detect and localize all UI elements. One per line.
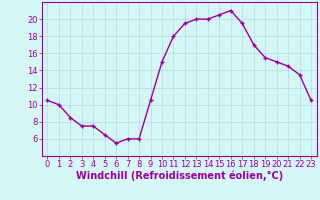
X-axis label: Windchill (Refroidissement éolien,°C): Windchill (Refroidissement éolien,°C) [76, 171, 283, 181]
